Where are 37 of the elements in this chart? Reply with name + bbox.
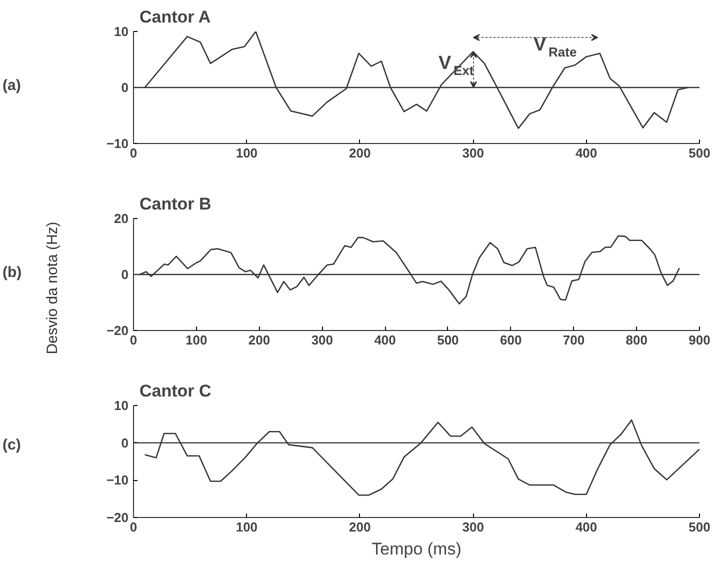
y-tick-label: 0 — [121, 435, 129, 450]
x-tick-label: 200 — [349, 146, 371, 160]
x-tick-label: 600 — [500, 332, 522, 348]
x-tick-label: 700 — [562, 332, 585, 348]
y-tick-label: −10 — [106, 136, 129, 151]
y-axis-title: Desvio da nota (Hz) — [44, 222, 61, 354]
x-tick-label: 400 — [575, 146, 598, 160]
x-tick-label: 400 — [374, 332, 396, 348]
y-tick-label: 20 — [114, 211, 129, 226]
x-tick-label: 300 — [462, 146, 484, 160]
x-tick-label: 100 — [236, 146, 258, 160]
chart-title: Cantor C — [140, 382, 212, 400]
chart-title: Cantor B — [140, 194, 212, 214]
x-tick-label: 100 — [236, 520, 258, 534]
y-tick-label: 10 — [114, 398, 129, 413]
x-tick-label: 200 — [248, 332, 270, 348]
y-tick-label: 10 — [114, 24, 129, 39]
x-tick-label: 400 — [575, 520, 598, 534]
y-tick-label: −20 — [106, 323, 129, 338]
x-tick-label: 800 — [626, 332, 648, 348]
y-tick-label: 0 — [121, 267, 129, 282]
x-tick-label: 100 — [186, 332, 208, 348]
x-tick-label: 500 — [437, 332, 459, 348]
text: (b) — [2, 264, 22, 282]
x-tick-label: 500 — [688, 146, 710, 160]
x-tick-label: 900 — [688, 332, 710, 348]
text: (c) — [2, 436, 21, 454]
y-tick-label: −10 — [106, 472, 129, 488]
x-tick-label: 300 — [311, 332, 334, 348]
x-tick-label: 200 — [349, 520, 371, 534]
chart-title: Cantor A — [140, 8, 211, 26]
x-tick-label: 500 — [688, 520, 710, 534]
y-tick-label: 0 — [121, 80, 129, 95]
y-tick-label: −20 — [106, 510, 129, 525]
text: (a) — [2, 77, 21, 94]
x-axis-title: Tempo (ms) — [372, 540, 462, 558]
x-tick-label: 300 — [462, 520, 484, 534]
